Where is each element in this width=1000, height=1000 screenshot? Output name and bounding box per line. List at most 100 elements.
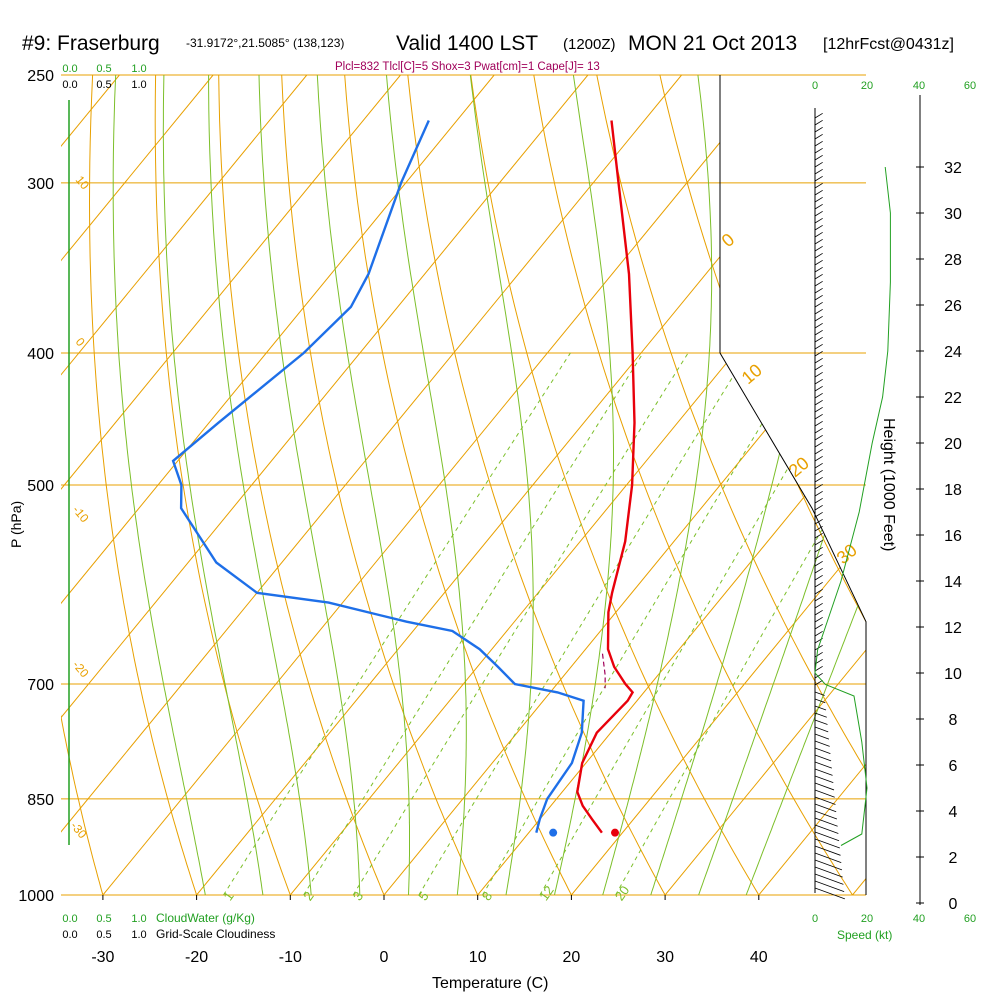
wind-barb [814, 789, 835, 798]
wind-barb [814, 719, 828, 725]
wind-barb [814, 623, 823, 630]
wind-barb [814, 733, 830, 740]
top-cloudiness-tick: 0.0 [62, 79, 77, 91]
dry-adiabat [591, 75, 866, 895]
top-speed-tick: 0 [812, 80, 818, 92]
height-label: 0 [949, 896, 958, 913]
moist-adiabat [384, 75, 467, 895]
wind-barb [814, 371, 823, 378]
x-tick-label: -30 [91, 949, 114, 966]
isotherm-line [61, 75, 308, 895]
isotherm-line [61, 75, 495, 895]
wind-barb [814, 775, 834, 784]
wind-barb [814, 796, 836, 805]
wind-barb [814, 315, 823, 322]
pressure-label: 850 [27, 792, 54, 809]
adiabat-label: 0 [718, 229, 739, 251]
bottom-speed-tick: 60 [964, 913, 976, 925]
isotherm-line [0, 75, 26, 895]
station-name: #9: Fraserburg [22, 32, 160, 55]
height-label: 6 [949, 758, 958, 775]
valid-time: Valid 1400 LST [396, 32, 538, 55]
wind-barb [814, 483, 823, 490]
bottom-cloudwater-tick: 0.5 [96, 913, 111, 925]
thermo-grid [0, 51, 1000, 924]
height-label: 20 [944, 436, 962, 453]
top-scales: 0.0 0.5 1.0 0.0 0.5 1.0 0 20 40 60 [62, 63, 976, 92]
wind-barb [814, 161, 823, 168]
mixing-ratio-label: 5 [415, 889, 431, 904]
cloudiness-label: Grid-Scale Cloudiness [156, 927, 275, 941]
wind-barb [814, 567, 823, 574]
top-speed-tick: 20 [861, 80, 873, 92]
height-label: 26 [944, 298, 962, 315]
bottom-cloudiness-tick: 1.0 [131, 929, 146, 941]
wind-barb [814, 119, 823, 126]
wind-barb [814, 651, 823, 658]
wind-barb [814, 238, 823, 245]
y-axis-label: P (hPa) [8, 501, 24, 548]
wind-barb [814, 476, 823, 483]
top-speed-tick: 40 [913, 80, 925, 92]
wind-barb [814, 182, 823, 189]
pressure-label: 250 [27, 68, 54, 85]
wind-barb [814, 175, 823, 182]
bottom-cloudiness-tick: 0.0 [62, 929, 77, 941]
wind-barb [814, 588, 823, 595]
adiabat-label: 10 [738, 360, 766, 388]
pressure-label: 700 [27, 677, 54, 694]
isotherm-line [664, 75, 866, 895]
moist-adiabat [734, 75, 866, 895]
moist-adiabat [315, 75, 410, 895]
wind-barb [814, 532, 823, 539]
wind-barb [814, 322, 823, 329]
wind-barb [814, 287, 823, 294]
wind-barb [814, 761, 832, 769]
wind-barb [814, 343, 823, 350]
pressure-axis: 250 300 400 500 700 850 1000 [18, 68, 54, 905]
wind-barb [814, 754, 832, 762]
wind-barb [814, 336, 823, 343]
dry-adiabat [404, 75, 682, 895]
wind-barb [814, 196, 823, 203]
wind-barb [814, 602, 823, 609]
wind-barb [814, 231, 823, 238]
moist-adiabat [594, 75, 713, 895]
moist-adiabat [687, 75, 866, 895]
mixing-ratio-label: 20 [612, 883, 633, 903]
mixing-ratio-label: 2 [300, 889, 316, 904]
wind-barb [814, 168, 823, 175]
wind-barb [814, 364, 823, 371]
height-label: 24 [944, 344, 962, 361]
bottom-speed-tick: 40 [913, 913, 925, 925]
wind-barb [814, 329, 823, 336]
wind-barb [814, 630, 823, 637]
dry-adiabat [966, 51, 1000, 924]
isotherm-line [102, 75, 776, 895]
wind-barb [814, 574, 823, 581]
height-label: 16 [944, 528, 962, 545]
wind-barb [814, 441, 823, 448]
bottom-speed-tick: 0 [812, 913, 818, 925]
height-label: 12 [944, 620, 962, 637]
wind-barb [814, 245, 823, 252]
wind-barb [814, 210, 823, 217]
wind-barb [814, 691, 825, 696]
dry-adiabat [841, 75, 866, 895]
height-label: 8 [949, 712, 958, 729]
wind-barb [814, 126, 823, 133]
surface-dewpoint-marker [549, 828, 558, 837]
speed-label: Speed (kt) [837, 928, 892, 942]
wind-barb [814, 831, 840, 842]
mixing-ratio-line [352, 352, 689, 895]
dry-adiabat [88, 75, 207, 895]
bottom-cloudwater-tick: 0.0 [62, 913, 77, 925]
wind-barb [814, 595, 823, 602]
cloudwater-label: CloudWater (g/Kg) [156, 911, 255, 925]
wind-barb [814, 259, 823, 266]
wind-barb [814, 609, 823, 616]
bottom-speed-tick: 20 [861, 913, 873, 925]
x-axis-label: Temperature (C) [432, 975, 548, 992]
moist-adiabat-grid [112, 75, 866, 895]
height-label: 30 [944, 206, 962, 223]
